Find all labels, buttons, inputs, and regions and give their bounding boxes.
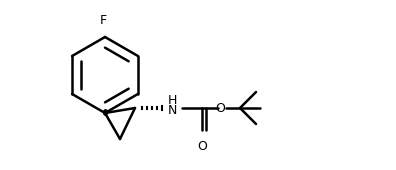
Text: F: F <box>99 14 107 27</box>
Text: O: O <box>215 101 225 115</box>
Text: N: N <box>168 104 177 116</box>
Text: O: O <box>197 140 207 153</box>
Text: H: H <box>168 94 177 106</box>
